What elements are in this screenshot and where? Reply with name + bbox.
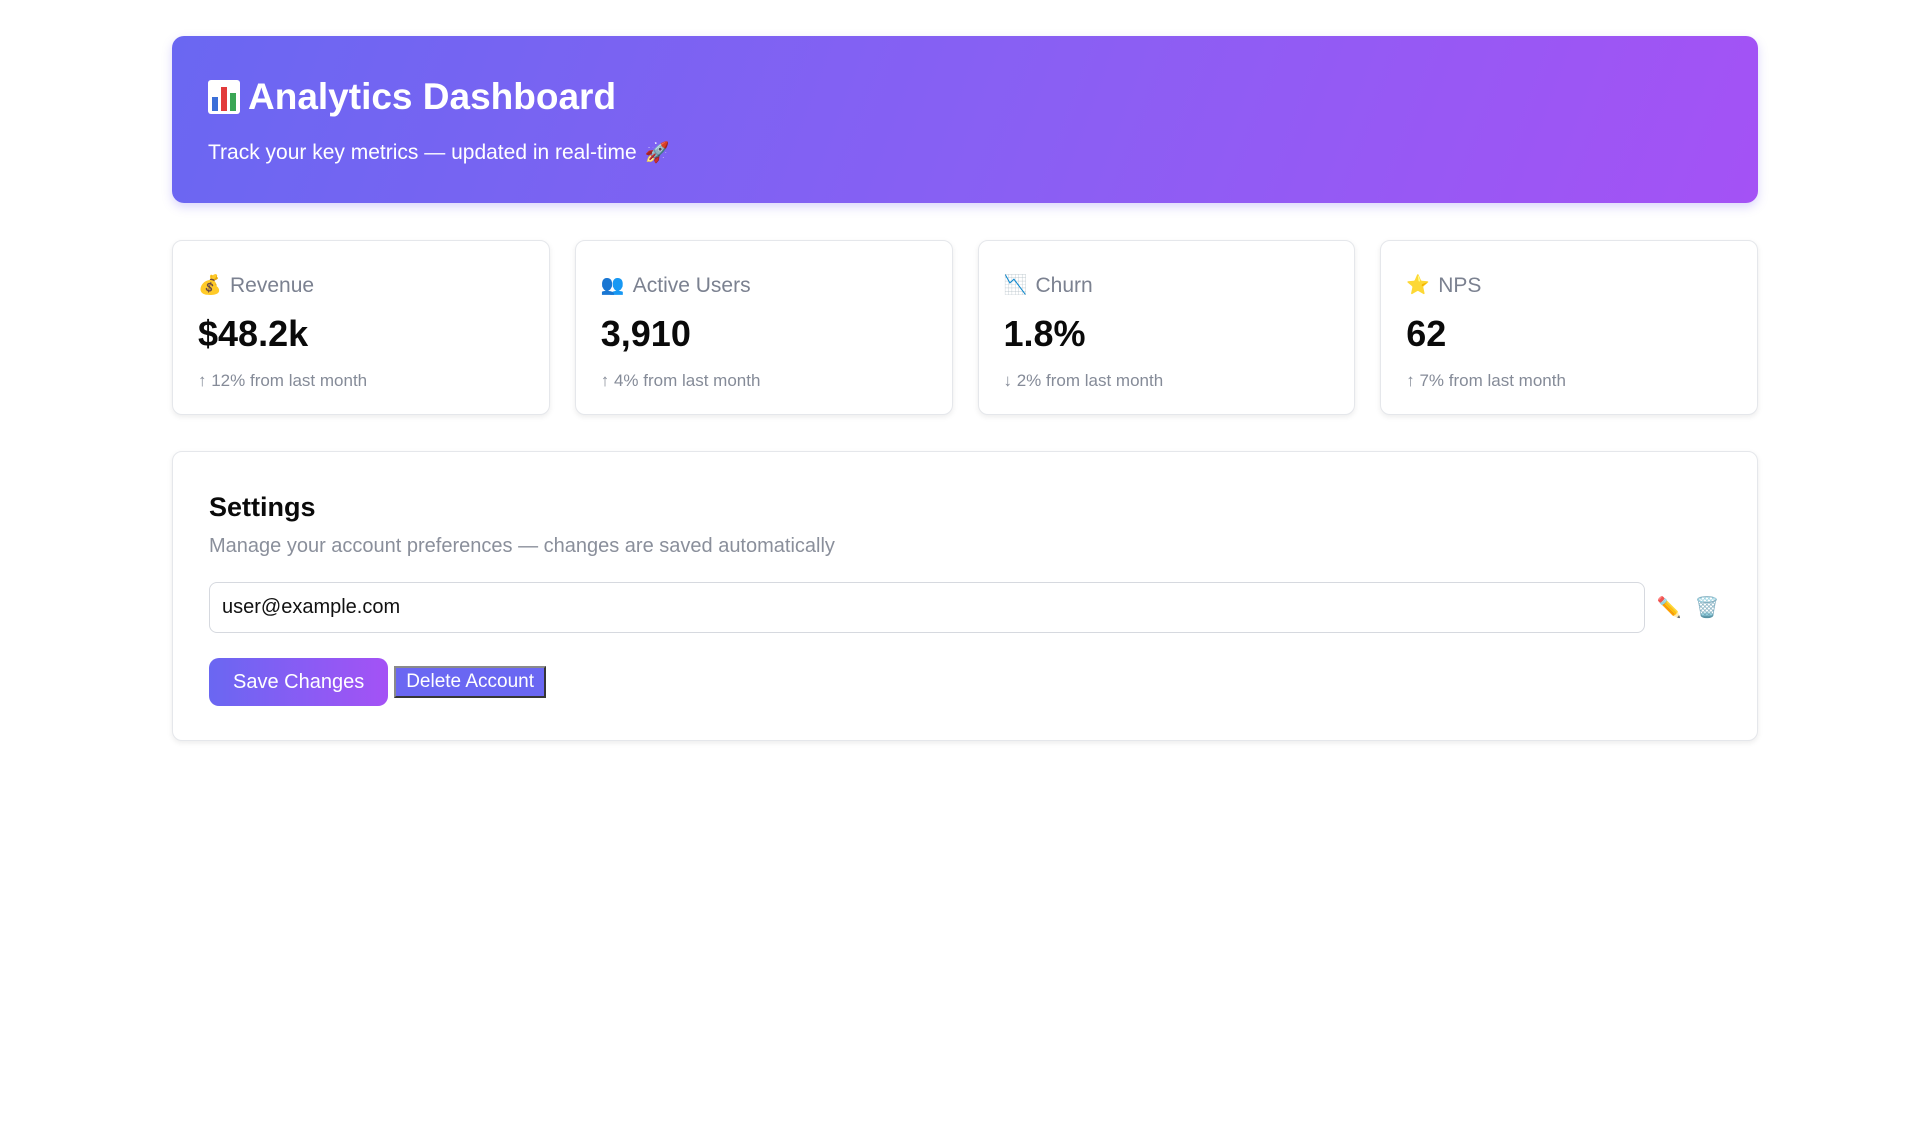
metric-label: ⭐ NPS bbox=[1406, 271, 1732, 301]
metric-change: ↓ 2% from last month bbox=[1003, 371, 1164, 390]
metric-value: $48.2k bbox=[198, 313, 309, 354]
metric-value: 62 bbox=[1406, 313, 1447, 354]
settings-panel: Settings Manage your account preferences… bbox=[172, 451, 1758, 741]
bar-chart-icon bbox=[208, 80, 240, 114]
metric-label: 📉 Churn bbox=[1004, 271, 1330, 301]
metric-value: 1.8% bbox=[1003, 313, 1086, 354]
metric-label: 💰 Revenue bbox=[198, 271, 524, 301]
pencil-icon[interactable]: ✏️ bbox=[1656, 597, 1682, 619]
delete-account-button[interactable]: Delete Account bbox=[394, 666, 547, 698]
page-subtitle: Track your key metrics — updated in real… bbox=[208, 138, 1722, 168]
chart-decreasing-icon: 📉 bbox=[1003, 275, 1028, 296]
dashboard-header: Analytics Dashboard Track your key metri… bbox=[172, 36, 1758, 203]
settings-title: Settings bbox=[209, 492, 316, 522]
metric-card-churn: 📉 Churn 1.8% ↓ 2% from last month bbox=[977, 240, 1356, 415]
metric-label-text: Revenue bbox=[230, 274, 315, 297]
metric-label: 👥 Active Users bbox=[601, 271, 927, 301]
trash-icon[interactable]: 🗑️ bbox=[1694, 597, 1720, 619]
settings-actions: Save Changes Delete Account bbox=[209, 658, 1721, 706]
metric-card-nps: ⭐ NPS 62 ↑ 7% from last month bbox=[1380, 240, 1758, 415]
metric-change: ↑ 4% from last month bbox=[600, 371, 761, 390]
users-icon: 👥 bbox=[600, 275, 625, 296]
metric-value: 3,910 bbox=[600, 313, 691, 354]
page-title: Analytics Dashboard bbox=[208, 72, 1722, 122]
star-icon: ⭐ bbox=[1406, 275, 1430, 296]
metric-change: ↑ 12% from last month bbox=[198, 371, 368, 390]
metric-card-revenue: 💰 Revenue $48.2k ↑ 12% from last month bbox=[172, 240, 550, 415]
money-bag-icon: 💰 bbox=[198, 275, 222, 296]
rocket-icon: 🚀 bbox=[644, 142, 670, 164]
metric-change: ↑ 7% from last month bbox=[1406, 371, 1566, 390]
metric-label-text: Active Users bbox=[632, 274, 751, 297]
metric-cards: 💰 Revenue $48.2k ↑ 12% from last month 👥… bbox=[172, 240, 1758, 415]
page-subtitle-text: Track your key metrics — updated in real… bbox=[208, 141, 637, 164]
email-field-row: ✏️ 🗑️ bbox=[209, 582, 1721, 633]
page-title-text: Analytics Dashboard bbox=[248, 76, 617, 117]
save-button[interactable]: Save Changes bbox=[209, 658, 389, 706]
metric-label-text: NPS bbox=[1438, 274, 1482, 297]
metric-label-text: Churn bbox=[1035, 274, 1093, 297]
settings-description: Manage your account preferences — change… bbox=[209, 535, 835, 557]
metric-card-active-users: 👥 Active Users 3,910 ↑ 4% from last mont… bbox=[574, 240, 953, 415]
email-field[interactable] bbox=[209, 582, 1646, 633]
